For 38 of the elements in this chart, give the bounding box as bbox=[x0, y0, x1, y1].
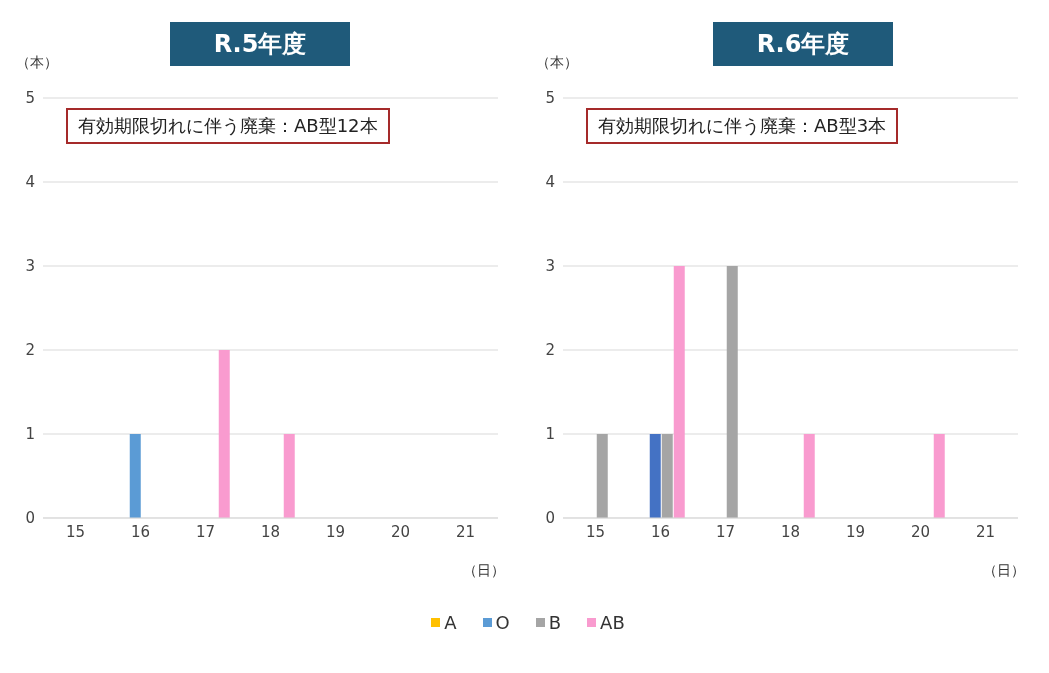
x-tick-label: 16 bbox=[650, 522, 671, 541]
x-tick-label: 15 bbox=[585, 522, 606, 541]
x-tick-label: 21 bbox=[455, 522, 476, 541]
y-tick-label: 0 bbox=[25, 509, 35, 528]
legend-label: AB bbox=[600, 612, 625, 633]
y-tick-label: 3 bbox=[545, 257, 555, 276]
x-tick-label: 18 bbox=[260, 522, 281, 541]
x-tick-label: 19 bbox=[325, 522, 346, 541]
annotation: 有効期限切れに伴う廃棄：AB型12本 bbox=[66, 108, 390, 144]
x-tick-label: 20 bbox=[390, 522, 411, 541]
chart-title: R.6年度 bbox=[713, 22, 893, 66]
chart-title: R.5年度 bbox=[170, 22, 350, 66]
x-axis-title: （日） bbox=[463, 562, 505, 580]
y-tick-label: 2 bbox=[545, 341, 555, 360]
legend-label: B bbox=[548, 612, 562, 633]
x-tick-label: 21 bbox=[975, 522, 996, 541]
x-tick-label: 15 bbox=[65, 522, 86, 541]
x-tick-label: 17 bbox=[715, 522, 736, 541]
y-tick-label: 1 bbox=[25, 425, 35, 444]
y-axis-title: （本） bbox=[536, 54, 578, 72]
y-tick-label: 4 bbox=[545, 173, 555, 192]
y-tick-label: 3 bbox=[25, 257, 35, 276]
x-tick-label: 19 bbox=[845, 522, 866, 541]
y-axis-title: （本） bbox=[16, 54, 58, 72]
y-tick-label: 0 bbox=[545, 509, 555, 528]
y-tick-label: 5 bbox=[25, 89, 35, 108]
annotation: 有効期限切れに伴う廃棄：AB型3本 bbox=[586, 108, 899, 144]
y-tick-label: 4 bbox=[25, 173, 35, 192]
x-tick-label: 18 bbox=[780, 522, 801, 541]
y-tick-label: 1 bbox=[545, 425, 555, 444]
legend-label: A bbox=[444, 612, 457, 633]
x-tick-label: 17 bbox=[195, 522, 216, 541]
y-tick-label: 5 bbox=[545, 89, 555, 108]
x-axis-title: （日） bbox=[983, 562, 1025, 580]
y-tick-label: 2 bbox=[25, 341, 35, 360]
x-tick-label: 20 bbox=[910, 522, 931, 541]
x-tick-label: 16 bbox=[130, 522, 151, 541]
legend-label: O bbox=[495, 612, 510, 633]
